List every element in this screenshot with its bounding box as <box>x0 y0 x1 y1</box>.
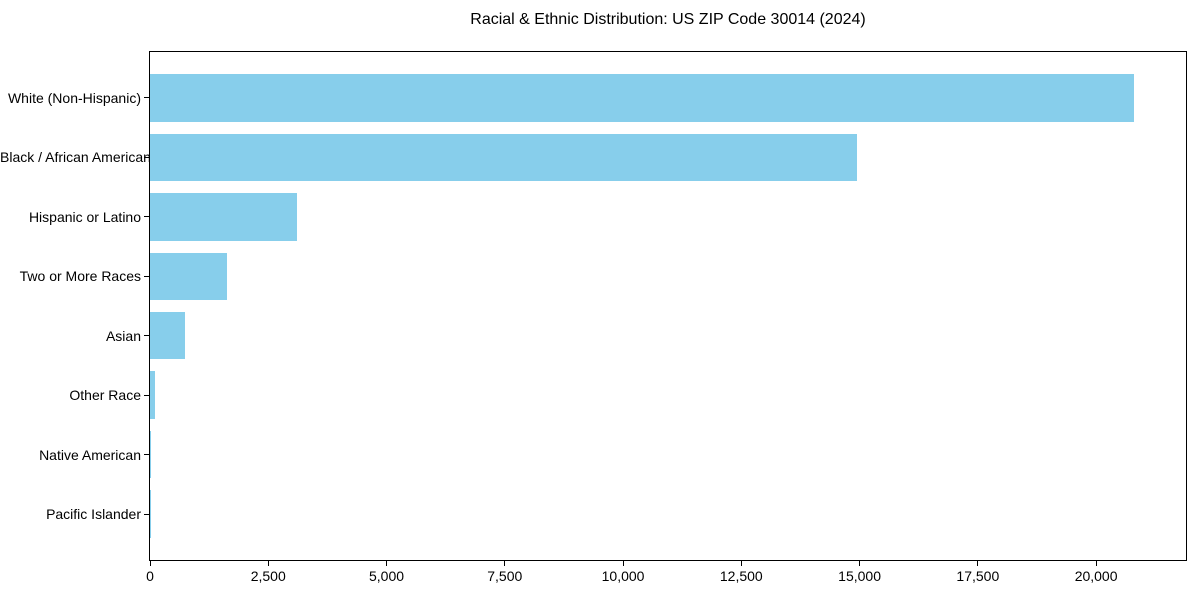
x-tick-label: 10,000 <box>601 568 645 584</box>
y-tick-label: Hispanic or Latino <box>28 208 141 225</box>
bar <box>150 193 297 241</box>
x-tick-mark <box>386 561 388 566</box>
bars-layer <box>150 52 1186 560</box>
bar <box>150 371 156 419</box>
y-tick-label: Other Race <box>69 387 141 404</box>
y-tick-label: Two or More Races <box>19 268 141 285</box>
bar <box>150 430 152 479</box>
bar <box>150 252 227 301</box>
x-tick-mark <box>622 561 624 566</box>
y-tick-mark <box>144 335 149 337</box>
bar <box>150 311 185 360</box>
plot-area <box>149 51 1187 561</box>
y-tick-mark <box>144 394 149 396</box>
y-tick-label: Black / African American <box>0 149 151 166</box>
y-tick-label: Pacific Islander <box>46 506 141 523</box>
x-tick-label: 5,000 <box>368 568 405 584</box>
x-tick-label: 2,500 <box>250 568 286 584</box>
bar <box>150 133 858 182</box>
y-tick-mark <box>144 156 149 158</box>
x-tick-mark <box>977 561 979 566</box>
y-tick-label: White (Non-Hispanic) <box>7 89 141 106</box>
x-tick-label: 15,000 <box>838 568 881 584</box>
x-tick-label: 20,000 <box>1074 568 1118 584</box>
y-tick-mark <box>144 216 149 218</box>
y-tick-mark <box>144 97 149 99</box>
x-tick-label: 12,500 <box>719 568 763 584</box>
chart-title: Racial & Ethnic Distribution: US ZIP Cod… <box>470 11 866 28</box>
x-tick-label: 17,500 <box>956 568 1000 584</box>
bar <box>150 74 1134 122</box>
x-tick-mark <box>504 561 506 566</box>
y-tick-mark <box>144 454 149 456</box>
y-tick-label: Native American <box>39 446 141 463</box>
y-tick-mark <box>144 275 149 277</box>
y-tick-label: Asian <box>105 327 141 344</box>
x-tick-label: 7,500 <box>487 568 523 584</box>
x-tick-mark <box>1095 561 1097 566</box>
x-tick-mark <box>740 561 742 566</box>
y-tick-mark <box>144 513 149 515</box>
x-tick-mark <box>149 561 151 566</box>
x-tick-mark <box>859 561 861 566</box>
x-tick-label: 0 <box>146 568 154 584</box>
x-tick-mark <box>267 561 269 566</box>
